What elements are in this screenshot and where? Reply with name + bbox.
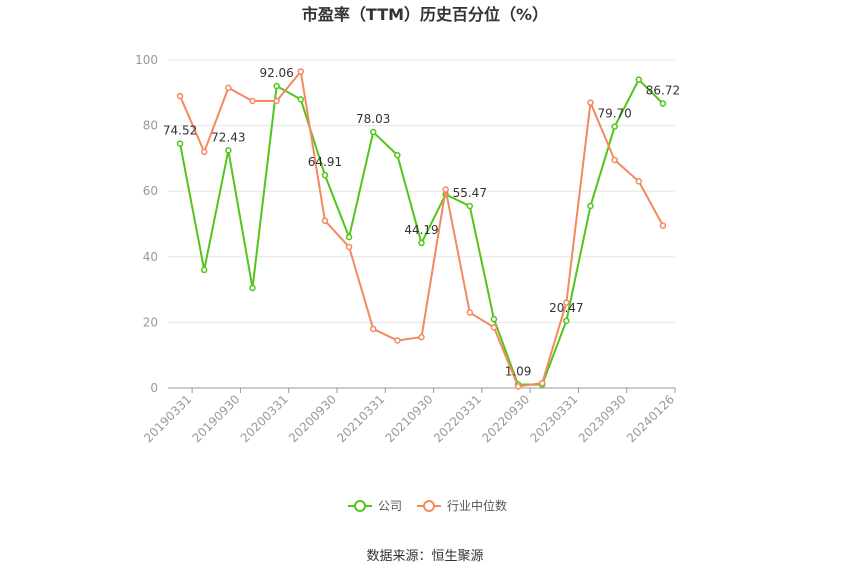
y-tick-label: 40 [143,250,158,264]
data-point [442,186,449,193]
data-source: 数据来源：恒生聚源 [366,549,483,564]
data-point [176,92,184,100]
data-point [563,299,570,306]
data-point [514,383,522,390]
data-point [659,100,667,107]
data-point [249,284,256,292]
data-point [200,266,208,274]
x-tick-label: 20240126 [624,392,677,445]
data-point [394,151,401,159]
y-tick-label: 100 [135,53,158,67]
data-point [418,239,425,247]
data-point [249,97,256,105]
grid [168,59,675,323]
legend-item-2[interactable]: 行业中位数 [417,498,507,513]
y-tick-label: 0 [150,381,158,395]
y-tick-label: 60 [143,184,158,198]
data-point [490,324,498,331]
data-point [321,217,329,224]
data-point [369,325,377,333]
x-tick-label: 20190930 [189,392,242,445]
data-label: 79.70 [597,107,631,121]
data-label: 78.03 [356,112,390,126]
legend-marker [423,500,435,512]
data-point [611,156,618,164]
data-point [200,148,208,156]
x-tick-label: 20200331 [238,392,291,445]
data-point [659,222,667,229]
data-point [611,123,618,130]
data-point [297,96,305,103]
data-labels: 74.52 72.43 92.06 64.91 78.03 44.19 55.47 1.09 2… [163,66,680,378]
data-point [418,333,425,341]
data-label: 86.72 [646,84,680,98]
data-point [635,76,643,83]
data-label: 64.91 [308,155,342,169]
data-point [273,97,280,105]
data-point [635,178,643,185]
data-label: 72.43 [211,130,245,144]
data-point [466,202,474,210]
data-point [587,202,594,210]
data-point [225,84,232,92]
x-tick-label: 20230331 [527,392,580,445]
y-tick-label: 20 [143,315,158,329]
data-point [466,309,474,316]
data-label: 74.52 [163,124,197,138]
data-point [176,140,184,147]
data-point [225,147,232,154]
x-tick-label: 20200930 [286,392,339,445]
data-label: 44.19 [404,223,438,237]
legend-item-1[interactable]: 公司 [348,499,402,513]
data-point [369,128,377,136]
x-tick-label: 20220331 [431,392,484,445]
data-point [345,233,353,241]
data-label: 20.47 [549,301,583,315]
x-tick-label: 20210331 [334,392,387,445]
y-tick-label: 80 [143,119,158,133]
legend-label: 公司 [378,499,402,513]
data-point [563,317,570,325]
legend-label: 行业中位数 [447,498,507,513]
data-point [297,68,305,75]
legend[interactable]: 公司 行业中位数 [348,498,507,513]
series-layer [176,68,667,390]
data-point [394,337,401,344]
data-point [490,315,498,323]
x-tick-label: 20220930 [479,392,532,445]
data-point [273,82,280,90]
data-label: 55.47 [453,186,487,200]
axes: 0 20 40 60 80 100 2019033120190930202003312020… [135,53,677,445]
legend-marker [354,500,366,512]
data-point [538,379,546,387]
data-point [321,171,329,179]
data-label: 92.06 [259,66,293,80]
x-tick-label: 20230930 [576,392,629,445]
data-point [345,243,353,251]
x-tick-label: 20190331 [141,392,194,445]
data-label: 1.09 [505,364,532,378]
data-point [587,99,594,106]
x-tick-label: 20210930 [383,392,436,445]
chart-title: 市盈率（TTM）历史百分位（%） [302,5,548,24]
